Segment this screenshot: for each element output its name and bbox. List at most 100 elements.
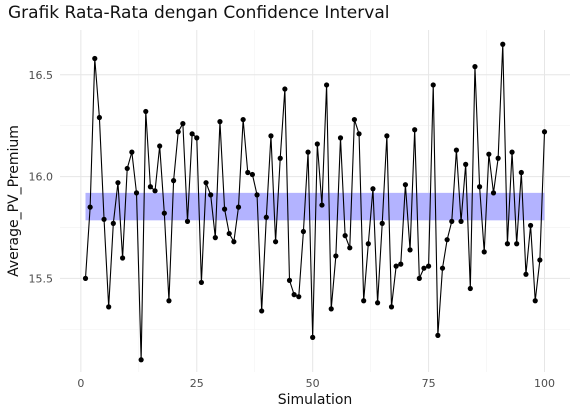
data-point xyxy=(221,206,228,212)
x-tick-label: 75 xyxy=(422,377,436,390)
data-point xyxy=(532,298,538,304)
data-point xyxy=(305,149,311,155)
data-point xyxy=(124,165,130,172)
data-point xyxy=(240,116,246,123)
data-point xyxy=(514,241,520,247)
data-point xyxy=(300,228,307,235)
data-point xyxy=(203,180,209,186)
data-point xyxy=(328,306,334,312)
data-point xyxy=(129,149,135,155)
data-point xyxy=(106,304,112,310)
data-point xyxy=(92,55,98,62)
data-point xyxy=(138,357,144,363)
data-point xyxy=(291,292,297,298)
data-point xyxy=(115,180,121,186)
data-point xyxy=(342,233,348,239)
data-point xyxy=(170,178,177,184)
data-point xyxy=(119,255,126,261)
data-point xyxy=(537,257,543,263)
data-point xyxy=(259,308,265,314)
series-line xyxy=(84,44,546,360)
data-point xyxy=(133,190,140,196)
data-point xyxy=(421,265,427,271)
data-point xyxy=(467,285,473,292)
data-point xyxy=(226,230,232,237)
data-point xyxy=(189,131,195,137)
data-point xyxy=(361,298,367,304)
chart-title: Grafik Rata-Rata dengan Confidence Inter… xyxy=(8,3,390,23)
x-tick-label: 50 xyxy=(306,377,320,390)
data-point xyxy=(509,149,515,155)
data-point xyxy=(319,202,325,208)
data-point xyxy=(370,186,376,192)
data-point xyxy=(175,129,181,135)
data-point xyxy=(374,300,381,306)
data-point xyxy=(277,155,283,161)
data-point xyxy=(194,135,200,141)
data-point xyxy=(490,190,497,196)
data-point xyxy=(527,222,534,229)
data-point xyxy=(184,218,191,224)
y-axis-title: Average_PV_Premium xyxy=(6,125,22,277)
x-tick-label: 100 xyxy=(534,377,555,390)
data-point xyxy=(504,241,511,247)
data-point xyxy=(143,108,149,115)
data-point xyxy=(388,304,395,310)
data-point xyxy=(235,204,242,210)
data-point xyxy=(425,263,432,269)
data-point xyxy=(286,277,293,283)
data-point xyxy=(180,121,186,127)
data-point xyxy=(333,253,339,259)
data-point xyxy=(486,151,492,157)
data-point xyxy=(402,182,409,188)
data-point xyxy=(166,298,172,304)
data-point xyxy=(231,239,237,245)
x-tick-labels: 0 25 50 75 100 xyxy=(77,377,555,390)
data-point xyxy=(152,188,158,194)
confidence-band-layer xyxy=(85,192,545,221)
data-point xyxy=(198,279,205,286)
data-point xyxy=(161,210,167,216)
data-point xyxy=(458,218,464,224)
data-point xyxy=(541,129,548,135)
data-point xyxy=(245,169,251,176)
data-point xyxy=(296,294,302,300)
series-line-layer xyxy=(84,44,546,360)
data-point xyxy=(523,271,529,277)
data-point xyxy=(495,155,501,161)
data-point xyxy=(444,237,450,243)
x-axis-title: Simulation xyxy=(278,392,353,408)
data-point xyxy=(314,141,320,147)
data-point xyxy=(365,241,371,247)
y-tick-label: 15.5 xyxy=(29,272,54,285)
data-point xyxy=(430,82,436,88)
data-point xyxy=(398,261,404,267)
data-point xyxy=(476,184,483,190)
data-point xyxy=(310,334,316,340)
data-point xyxy=(416,275,422,281)
data-point xyxy=(268,133,274,139)
data-point xyxy=(347,245,353,251)
y-tick-label: 16.5 xyxy=(29,69,54,82)
data-point xyxy=(282,86,288,92)
data-point xyxy=(110,220,116,226)
data-point xyxy=(481,249,487,255)
data-point xyxy=(500,41,506,47)
data-point xyxy=(323,82,330,88)
data-point xyxy=(439,265,446,271)
data-point xyxy=(82,275,89,281)
data-point xyxy=(463,161,469,167)
y-tick-labels: 15.5 16.0 16.5 xyxy=(29,69,54,286)
data-point xyxy=(453,147,460,153)
data-point xyxy=(272,239,279,245)
data-point xyxy=(472,64,478,70)
data-point xyxy=(393,263,399,269)
data-points xyxy=(82,41,548,363)
data-point xyxy=(147,184,154,190)
data-point xyxy=(449,218,455,224)
data-point xyxy=(379,220,385,226)
confidence-band xyxy=(85,192,545,221)
data-point xyxy=(157,143,163,149)
